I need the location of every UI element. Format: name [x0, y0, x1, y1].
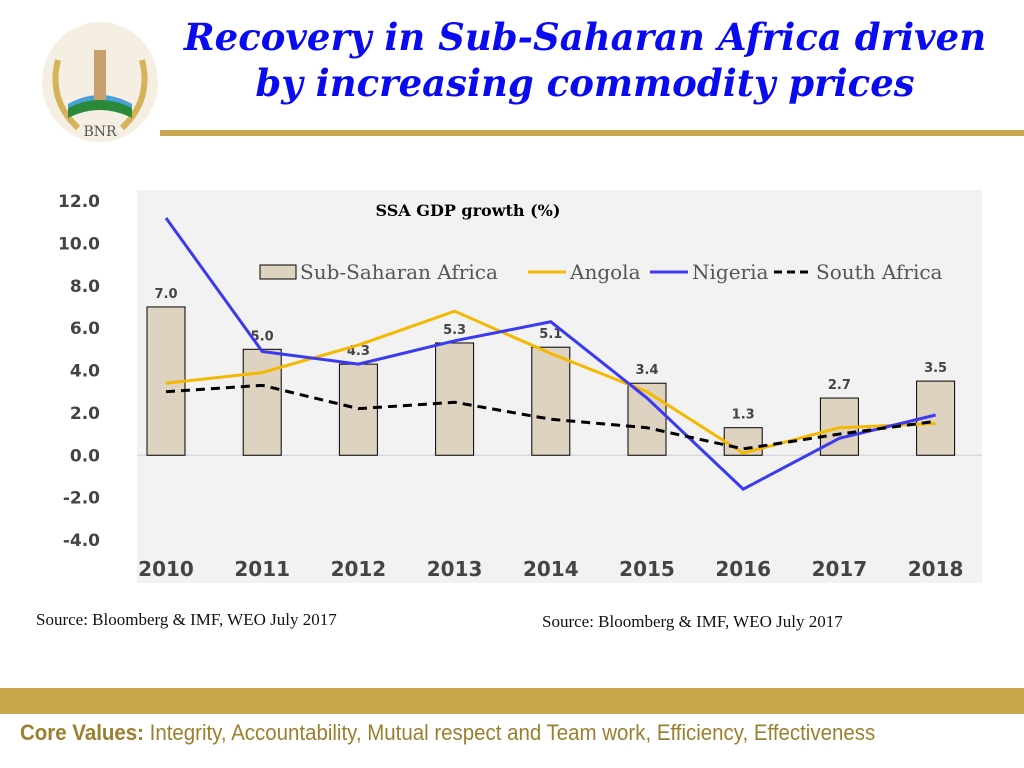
y-tick-label: 12.0 — [58, 192, 100, 212]
legend-label: Sub-Saharan Africa — [300, 260, 498, 284]
bar-2013 — [435, 342, 475, 456]
bar-data-label: 5.1 — [539, 327, 562, 342]
bar-data-label: 5.3 — [443, 323, 466, 338]
y-tick-label: -4.0 — [63, 531, 100, 551]
line-nigeria — [164, 217, 936, 491]
y-tick-label: 10.0 — [58, 234, 100, 254]
bar-data-label: 3.5 — [924, 361, 947, 376]
x-tick-label: 2011 — [234, 557, 290, 581]
y-tick-label: 6.0 — [70, 319, 100, 339]
legend-label: South Africa — [816, 260, 943, 284]
bar-data-label: 5.0 — [251, 329, 274, 344]
y-tick-label: 0.0 — [70, 446, 100, 466]
core-values: Core Values: Integrity, Accountability, … — [20, 720, 875, 746]
x-tick-label: 2016 — [715, 557, 771, 581]
bar-2011 — [242, 348, 282, 456]
chart-title: SSA GDP growth (%) — [376, 201, 561, 220]
line-angola — [165, 309, 936, 455]
bar-data-label: 1.3 — [732, 408, 755, 423]
x-tick-label: 2014 — [523, 557, 579, 581]
page-title: Recovery in Sub-Saharan Africa driven by… — [183, 15, 987, 105]
bar-data-label: 2.7 — [828, 378, 851, 393]
source-note-right: Source: Bloomberg & IMF, WEO July 2017 — [542, 612, 843, 631]
title-divider — [160, 130, 1024, 136]
line-south-africa — [165, 383, 936, 451]
y-tick-label: 2.0 — [70, 404, 100, 424]
bar-data-label: 7.0 — [154, 287, 177, 302]
y-tick-label: 4.0 — [70, 362, 100, 382]
y-tick-label: -2.0 — [63, 489, 100, 509]
legend-label: Angola — [569, 260, 641, 284]
core-values-label: Core Values: — [20, 720, 144, 745]
bnr-logo: BNR — [42, 22, 158, 142]
gdp-chart: 12.0 10.0 8.0 6.0 4.0 2.0 0.0 -2.0 -4.0 2010 2011 2… — [58, 190, 982, 583]
legend-label: Nigeria — [692, 260, 768, 284]
y-tick-label: 8.0 — [70, 277, 100, 297]
x-tick-label: 2010 — [138, 557, 194, 581]
x-tick-label: 2012 — [331, 557, 387, 581]
svg-text:BNR: BNR — [83, 124, 117, 140]
x-tick-label: 2013 — [427, 557, 483, 581]
legend-swatch-bar — [259, 264, 297, 280]
x-tick-label: 2017 — [812, 557, 868, 581]
bar-data-label: 3.4 — [635, 363, 658, 378]
bar-2014 — [531, 346, 571, 456]
x-tick-label: 2015 — [619, 557, 675, 581]
source-note-left: Source: Bloomberg & IMF, WEO July 2017 — [36, 610, 337, 629]
footer-band — [0, 688, 1024, 714]
bar-2015 — [627, 382, 667, 456]
x-tick-label: 2018 — [908, 557, 964, 581]
core-values-text: Integrity, Accountability, Mutual respec… — [143, 720, 876, 745]
